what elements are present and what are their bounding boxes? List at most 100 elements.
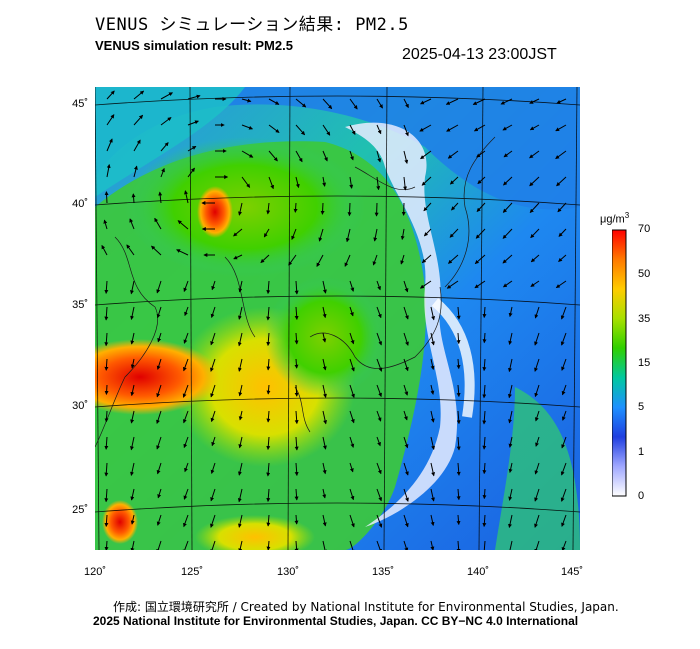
wind-vector: [472, 98, 486, 105]
wind-vector: [349, 98, 358, 110]
wind-vector: [210, 384, 216, 398]
wind-vector: [266, 488, 271, 503]
wind-vector: [238, 410, 243, 421]
wind-vector: [534, 332, 540, 346]
wind-vector: [349, 306, 354, 317]
wind-vector: [183, 332, 189, 344]
wind-vector: [318, 228, 324, 242]
wind-vector: [557, 202, 567, 213]
wind-vector: [448, 254, 459, 264]
wind-vector: [156, 384, 162, 398]
wind-vector: [529, 176, 540, 187]
wind-vector: [347, 202, 352, 217]
timestamp: 2025-04-13 23:00JST: [402, 46, 557, 63]
wind-vector: [349, 436, 355, 448]
wind-vector: [473, 124, 486, 132]
wind-vector: [508, 488, 513, 501]
wind-vector: [529, 202, 540, 213]
colorbar-tick-15: 15: [638, 357, 651, 369]
wind-vector: [474, 280, 486, 289]
wind-vector: [210, 488, 216, 502]
wind-vector: [156, 514, 162, 526]
wind-vector: [268, 176, 275, 190]
wind-vector: [349, 410, 355, 424]
wind-vector: [400, 228, 405, 241]
wind-vector: [130, 280, 135, 295]
wind-vector: [508, 436, 513, 448]
wind-vector: [482, 306, 487, 319]
wind-vector: [160, 117, 172, 126]
wind-vector: [508, 514, 513, 529]
wind-vector: [129, 218, 135, 230]
wind-vector: [104, 514, 109, 527]
wind-vector: [530, 280, 540, 287]
wind-vector: [535, 436, 540, 447]
wind-vector: [403, 540, 409, 550]
wind-vector: [211, 436, 216, 447]
wind-vector: [237, 514, 243, 528]
wind-vector: [482, 384, 487, 399]
wind-vector: [374, 202, 379, 217]
wind-vector: [295, 124, 306, 136]
wind-vector: [266, 514, 271, 527]
wind-vector: [376, 98, 383, 109]
lon-label-140: 140˚: [466, 566, 490, 578]
wind-vector: [430, 332, 435, 346]
wind-vector: [476, 202, 486, 212]
wind-vector: [130, 514, 135, 525]
wind-vector: [130, 306, 135, 320]
lat-label-30: 30˚: [72, 400, 88, 412]
wind-vector: [130, 384, 135, 397]
wind-vector: [294, 280, 299, 295]
wind-vector: [156, 280, 162, 294]
wind-vector: [403, 176, 408, 191]
wind-vector: [322, 280, 327, 294]
wind-vector: [560, 488, 567, 502]
wind-vector: [376, 358, 383, 372]
wind-vector: [237, 332, 243, 347]
wind-vector: [376, 124, 382, 135]
wind-vector: [376, 176, 381, 191]
wind-vector: [376, 436, 381, 447]
wind-vector: [502, 124, 513, 131]
wind-vector: [482, 410, 487, 425]
wind-vector: [456, 332, 461, 345]
wind-vector: [403, 306, 409, 320]
wind-vector: [268, 150, 278, 162]
wind-vector: [241, 176, 251, 188]
wind-vector: [156, 436, 162, 450]
wind-vector: [106, 163, 111, 178]
wind-vector: [376, 384, 382, 398]
wind-vector: [266, 306, 271, 321]
wind-vector: [423, 202, 432, 212]
wind-vector: [322, 358, 327, 371]
wind-vector: [449, 176, 459, 185]
wind-vector: [349, 124, 356, 135]
wind-vector: [293, 202, 298, 213]
wind-vector: [376, 332, 383, 346]
colorbar-tick-5: 5: [638, 401, 645, 413]
title-japanese: VENUS シミュレーション結果: PM2.5: [95, 15, 409, 35]
wind-vector: [126, 244, 135, 256]
wind-vector: [561, 540, 567, 550]
wind-vector: [266, 540, 271, 550]
wind-vector: [376, 280, 381, 291]
wind-vector: [160, 142, 169, 152]
wind-vector: [456, 462, 461, 476]
wind-vector: [456, 436, 461, 451]
wind-vector: [349, 280, 355, 292]
wind-vector: [482, 332, 487, 344]
copyright-line: 2025 National Institute for Environmenta…: [93, 614, 579, 628]
wind-vector: [560, 462, 567, 476]
wind-vector: [104, 384, 109, 395]
wind-vector: [500, 98, 513, 105]
wind-vector: [349, 462, 354, 473]
wind-vector: [475, 228, 486, 239]
wind-vector: [184, 306, 189, 317]
wind-vector: [349, 176, 354, 189]
wind-vector: [561, 410, 567, 421]
wind-vector: [561, 358, 567, 371]
wind-vector: [210, 540, 216, 550]
wind-vector: [104, 358, 109, 371]
wind-vector: [130, 410, 135, 424]
